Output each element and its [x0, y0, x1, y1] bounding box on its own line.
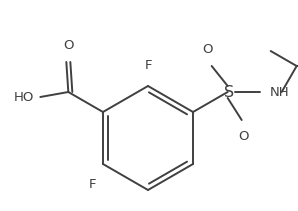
Text: F: F [144, 59, 152, 72]
Text: HO: HO [14, 91, 35, 104]
Text: O: O [63, 39, 74, 52]
Text: O: O [202, 43, 213, 56]
Text: S: S [224, 84, 234, 100]
Text: NH: NH [270, 85, 289, 99]
Text: F: F [89, 178, 97, 191]
Text: O: O [238, 130, 249, 143]
